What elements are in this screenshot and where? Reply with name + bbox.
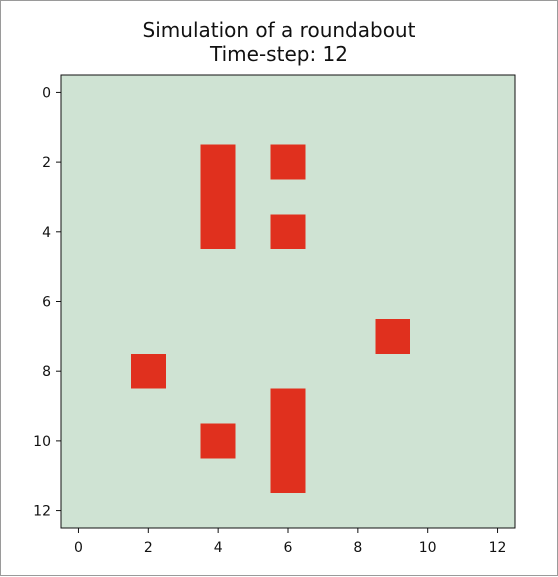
y-tick-label: 12 [33,504,51,520]
y-tick-label: 8 [42,364,51,380]
occupied-cell [200,214,236,250]
occupied-cell [200,144,236,180]
x-tick-label: 2 [144,540,153,556]
y-tick-label: 10 [33,434,51,450]
x-tick-label: 6 [284,540,293,556]
x-tick-label: 4 [214,540,223,556]
x-tick-label: 12 [489,540,507,556]
occupied-cell [200,423,236,459]
occupied-cell [270,458,306,494]
y-tick-label: 0 [42,85,51,101]
occupied-cell [270,144,306,180]
occupied-cell [130,353,166,389]
x-axis: 0 2 4 6 8 10 12 [74,528,506,556]
occupied-cell [270,214,306,250]
y-tick-label: 2 [42,155,51,171]
occupied-cell [375,318,411,354]
y-tick-label: 6 [42,295,51,311]
occupied-cell [270,388,306,424]
x-tick-label: 10 [419,540,437,556]
y-axis: 0 2 4 6 8 10 12 [33,85,61,520]
occupied-cells [130,144,411,494]
occupied-cell [200,179,236,215]
chart-title-block: Simulation of a roundabout Time-step: 12 [1,18,557,66]
plot-frame [60,74,516,529]
chart-subtitle: Time-step: 12 [210,42,348,66]
chart-title: Simulation of a roundabout [142,18,416,42]
x-tick-label: 8 [353,540,362,556]
occupied-cell [270,423,306,459]
y-tick-label: 4 [42,225,51,241]
x-tick-label: 0 [74,540,83,556]
